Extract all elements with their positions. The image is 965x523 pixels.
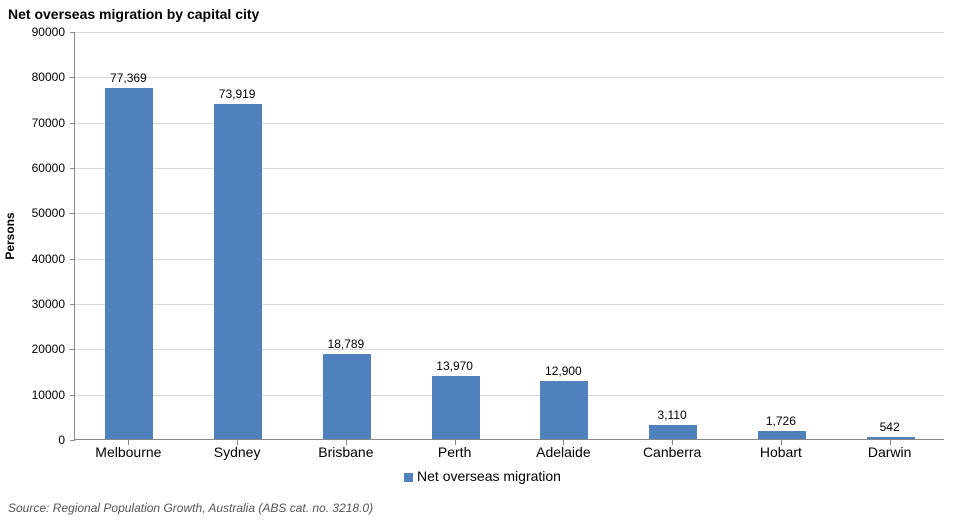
- y-tick-mark: [70, 395, 75, 396]
- bar: [540, 381, 588, 439]
- bar-value-label: 77,369: [78, 71, 178, 85]
- y-tick-mark: [70, 123, 75, 124]
- grid-line: [75, 213, 944, 214]
- bar-value-label: 542: [840, 420, 940, 434]
- y-tick-mark: [70, 32, 75, 33]
- bar-value-label: 18,789: [296, 337, 396, 351]
- x-tick-label: Adelaide: [536, 444, 591, 460]
- x-tick-label: Darwin: [868, 444, 912, 460]
- grid-line: [75, 77, 944, 78]
- bar: [758, 431, 806, 439]
- x-tick-label: Canberra: [643, 444, 701, 460]
- legend: Net overseas migration: [0, 468, 965, 484]
- y-tick-mark: [70, 304, 75, 305]
- y-tick-label: 0: [5, 433, 65, 447]
- bar-value-label: 3,110: [622, 408, 722, 422]
- x-tick-label: Sydney: [214, 444, 261, 460]
- y-tick-mark: [70, 259, 75, 260]
- chart-title: Net overseas migration by capital city: [8, 6, 259, 22]
- grid-line: [75, 395, 944, 396]
- bar-value-label: 73,919: [187, 87, 287, 101]
- y-tick-mark: [70, 77, 75, 78]
- grid-line: [75, 32, 944, 33]
- bar-value-label: 12,900: [513, 364, 613, 378]
- y-tick-label: 70000: [5, 116, 65, 130]
- bar: [105, 88, 153, 439]
- y-tick-mark: [70, 213, 75, 214]
- grid-line: [75, 259, 944, 260]
- grid-line: [75, 123, 944, 124]
- y-tick-label: 80000: [5, 70, 65, 84]
- grid-line: [75, 168, 944, 169]
- y-tick-label: 60000: [5, 161, 65, 175]
- bar: [432, 376, 480, 439]
- x-tick-label: Melbourne: [95, 444, 161, 460]
- bar: [649, 425, 697, 439]
- y-tick-label: 30000: [5, 297, 65, 311]
- x-tick-label: Perth: [438, 444, 471, 460]
- y-tick-label: 10000: [5, 388, 65, 402]
- legend-swatch: [404, 473, 413, 482]
- y-tick-label: 20000: [5, 342, 65, 356]
- bar: [323, 354, 371, 439]
- bar: [867, 437, 915, 439]
- grid-line: [75, 304, 944, 305]
- x-tick-label: Hobart: [760, 444, 802, 460]
- bar: [214, 104, 262, 439]
- bar-value-label: 1,726: [731, 414, 831, 428]
- y-tick-mark: [70, 349, 75, 350]
- y-tick-label: 40000: [5, 252, 65, 266]
- y-tick-mark: [70, 440, 75, 441]
- bar-value-label: 13,970: [405, 359, 505, 373]
- source-citation: Source: Regional Population Growth, Aust…: [8, 501, 373, 515]
- x-tick-label: Brisbane: [318, 444, 373, 460]
- grid-line: [75, 349, 944, 350]
- y-tick-mark: [70, 168, 75, 169]
- y-tick-label: 90000: [5, 25, 65, 39]
- legend-label: Net overseas migration: [417, 468, 561, 484]
- y-tick-label: 50000: [5, 206, 65, 220]
